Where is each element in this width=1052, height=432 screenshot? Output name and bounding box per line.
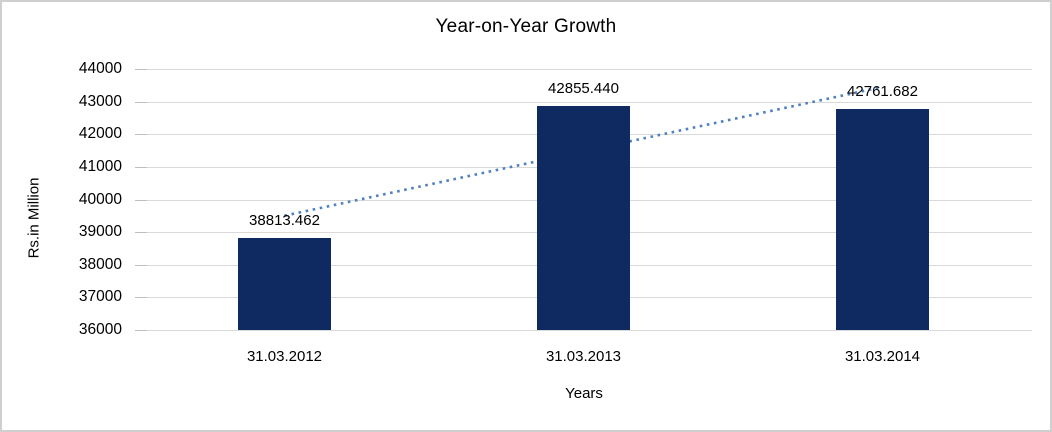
bar <box>537 106 630 330</box>
y-tick-label: 38000 <box>78 255 122 273</box>
y-gridline <box>135 330 1032 331</box>
y-axis-tick <box>135 232 147 234</box>
bar <box>238 238 331 330</box>
y-tick-label: 44000 <box>78 60 122 77</box>
y-tick-label: 36000 <box>78 321 122 338</box>
y-axis-tick <box>135 69 147 70</box>
chart-title: Year-on-Year Growth <box>435 16 617 37</box>
y-tick-label: 41000 <box>78 157 122 175</box>
y-axis-tick <box>135 101 147 103</box>
y-tick-label: 42000 <box>78 125 122 143</box>
y-tick-label: 37000 <box>78 288 122 306</box>
y-axis-tick <box>135 297 147 299</box>
y-tick-label: 39000 <box>78 223 122 241</box>
bar-data-label: 42761.682 <box>847 83 918 101</box>
x-axis-title: Years <box>565 385 603 402</box>
y-axis-tick <box>135 330 147 331</box>
y-axis-tick <box>135 264 147 266</box>
y-gridline <box>135 69 1032 70</box>
x-category-label: 31.03.2013 <box>545 348 622 365</box>
trendline <box>284 85 883 217</box>
y-axis-tick <box>135 199 147 201</box>
bar-data-label: 38813.462 <box>249 212 320 230</box>
y-axis-tick <box>135 166 147 168</box>
y-gridline <box>135 101 1032 103</box>
bar-data-label: 42855.440 <box>548 80 619 98</box>
x-category-label: 31.03.2012 <box>246 348 323 365</box>
y-tick-label: 40000 <box>78 190 122 208</box>
y-tick-label: 43000 <box>78 92 122 110</box>
bar <box>836 109 929 330</box>
y-axis-tick <box>135 134 147 136</box>
x-category-label: 31.03.2014 <box>844 348 921 365</box>
